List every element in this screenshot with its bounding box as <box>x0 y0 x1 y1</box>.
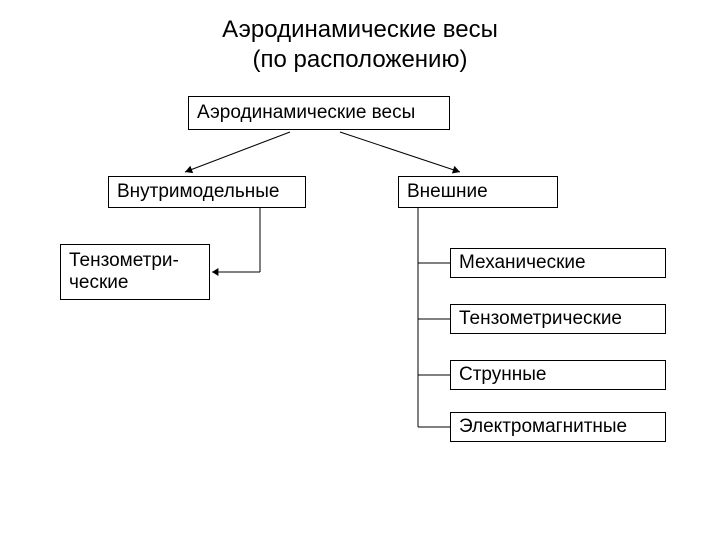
node-electromag: Электромагнитные <box>450 412 666 442</box>
node-internal: Внутримодельные <box>108 176 306 208</box>
node-root-label: Аэродинамические весы <box>197 102 415 124</box>
node-tensometric1-label: Тензометри- ческие <box>69 250 179 294</box>
node-tensometric2: Тензометрические <box>450 304 666 334</box>
node-tensometric2-label: Тензометрические <box>459 308 622 330</box>
node-root: Аэродинамические весы <box>188 96 450 130</box>
node-mechanical: Механические <box>450 248 666 278</box>
node-string-label: Струнные <box>459 364 547 386</box>
node-internal-label: Внутримодельные <box>117 181 279 203</box>
node-external-label: Внешние <box>407 181 488 203</box>
node-external: Внешние <box>398 176 558 208</box>
node-mechanical-label: Механические <box>459 252 586 274</box>
diagram-title-line1: Аэродинамические весы <box>0 16 720 44</box>
node-tensometric1: Тензометри- ческие <box>60 244 210 300</box>
node-string: Струнные <box>450 360 666 390</box>
node-electromag-label: Электромагнитные <box>459 416 627 438</box>
diagram-title-line2: (по расположению) <box>0 46 720 74</box>
